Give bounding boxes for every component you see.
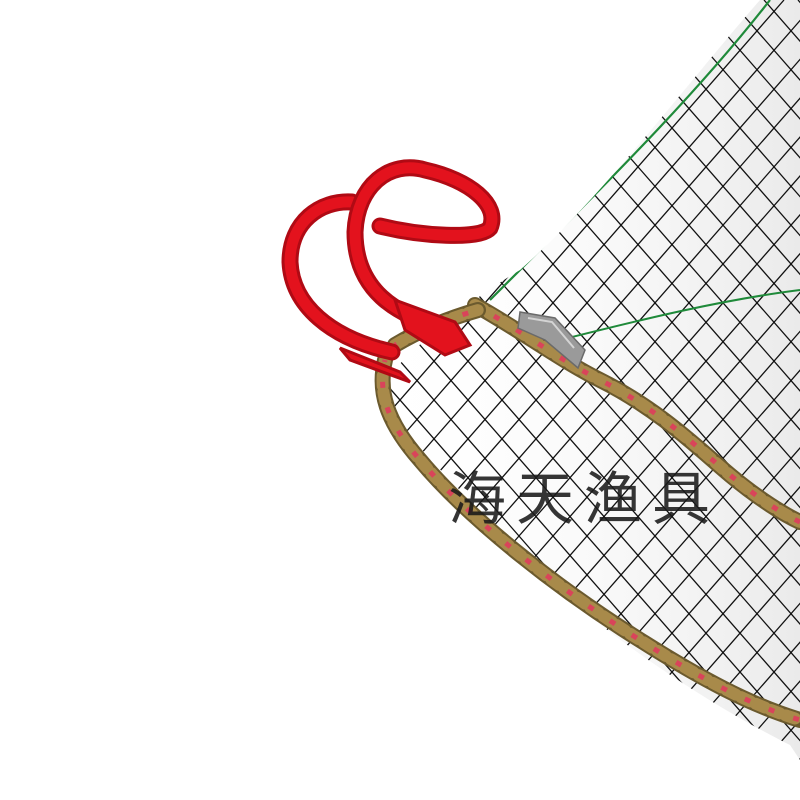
- green-line-lower: [559, 289, 800, 341]
- red-hooks: [281, 159, 501, 384]
- rope-lower: [374, 352, 800, 728]
- watermark-text: 海天渔具: [448, 465, 721, 533]
- rope-upper: [467, 297, 800, 530]
- metal-clip: [517, 311, 586, 370]
